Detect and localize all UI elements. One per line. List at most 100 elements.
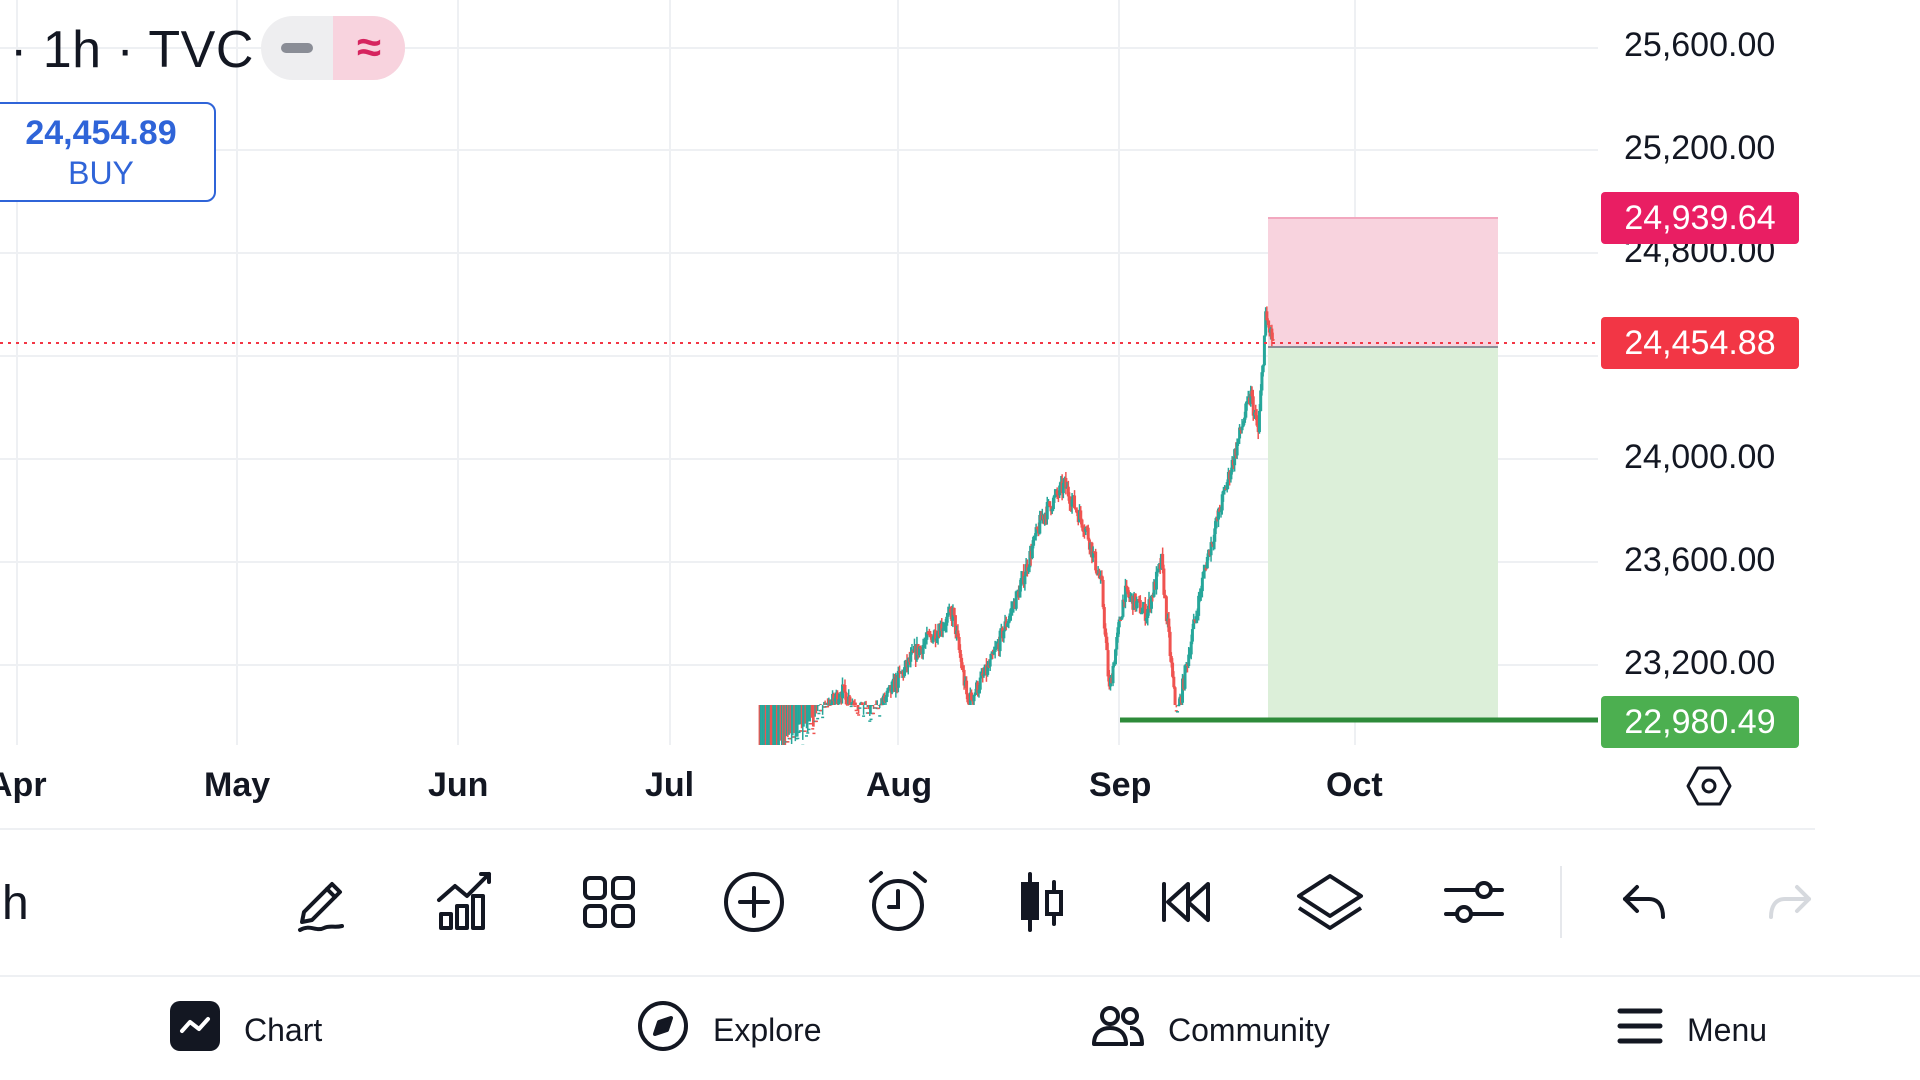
axis-settings-icon[interactable] <box>1686 765 1732 812</box>
chart-area[interactable] <box>0 0 1598 745</box>
chart-canvas[interactable] <box>0 0 1800 745</box>
candle-body <box>796 737 800 740</box>
candle-body <box>1128 597 1132 599</box>
candle-body <box>1204 567 1208 570</box>
candle-body <box>1200 577 1204 592</box>
plus-circle-icon[interactable] <box>714 862 794 942</box>
candle-body <box>867 712 871 714</box>
candle-series <box>758 306 1275 745</box>
candle-body <box>1115 637 1119 650</box>
candle-body <box>811 728 815 730</box>
nav-community[interactable]: Community <box>1092 1002 1330 1058</box>
candle-body <box>993 648 997 652</box>
candle-body <box>1190 629 1194 642</box>
replay-icon[interactable] <box>1146 862 1226 942</box>
candle-body <box>1133 593 1137 609</box>
current-price-tag[interactable]: 24,454.88 <box>1601 317 1799 369</box>
candle-body <box>917 647 921 656</box>
time-axis-label: May <box>204 766 271 804</box>
candle-body <box>1140 612 1144 615</box>
time-axis-label: Jul <box>645 766 695 804</box>
candle-body <box>948 608 952 613</box>
candle-body <box>1255 415 1259 426</box>
candle-body <box>1250 390 1254 397</box>
candle-body <box>946 612 950 617</box>
candle-body <box>1058 485 1062 496</box>
collapse-segment[interactable] <box>261 16 333 80</box>
candle-body <box>1214 518 1218 529</box>
pencil-icon[interactable] <box>282 862 362 942</box>
buy-button[interactable]: 24,454.89 BUY <box>0 102 216 202</box>
mode-toggle[interactable]: ≈ <box>261 16 405 80</box>
candle-body <box>1156 569 1160 572</box>
undo-icon[interactable] <box>1604 862 1684 942</box>
candle-body <box>1195 615 1199 618</box>
candle-body <box>1002 630 1006 639</box>
target-zone <box>1268 218 1498 347</box>
stop-price-tag[interactable]: 22,980.49 <box>1601 696 1799 748</box>
redo-icon[interactable] <box>1750 862 1830 942</box>
nav-chart[interactable]: Chart <box>170 1001 322 1058</box>
grid-icon[interactable] <box>569 862 649 942</box>
candle-body <box>1086 527 1090 540</box>
symbol-title[interactable]: · 1h · TVC <box>10 21 254 79</box>
candle-body <box>1032 536 1036 546</box>
target-price-tag[interactable]: 24,939.64 <box>1601 192 1799 244</box>
candle-body <box>1141 609 1145 613</box>
indicators-icon[interactable] <box>425 862 505 942</box>
candle-body <box>977 689 981 694</box>
candle-body <box>1197 595 1201 616</box>
candle-body <box>1171 662 1175 677</box>
nav-menu[interactable]: Menu <box>1617 1002 1767 1058</box>
candle-body <box>1181 678 1185 703</box>
compass-icon <box>637 1000 689 1060</box>
candle-body <box>848 696 852 705</box>
candle-body <box>876 707 880 710</box>
candle-body <box>800 730 804 732</box>
candle-body <box>806 732 810 734</box>
candle-body <box>890 681 894 693</box>
candle-body <box>1254 412 1258 416</box>
candle-body <box>1164 596 1168 622</box>
long-position-tool[interactable] <box>1268 217 1498 720</box>
candle-body <box>1116 627 1120 638</box>
candle-body <box>1106 650 1110 677</box>
nav-explore[interactable]: Explore <box>637 1000 822 1060</box>
candle-body <box>1230 460 1234 473</box>
sliders-icon[interactable] <box>1434 862 1514 942</box>
candle-body <box>1209 542 1213 556</box>
candle-body <box>832 693 836 702</box>
alarm-icon[interactable] <box>858 862 938 942</box>
candle-body <box>1233 449 1237 466</box>
candle-body <box>1203 567 1207 572</box>
layers-icon[interactable] <box>1290 862 1370 942</box>
candle-body <box>1038 514 1042 534</box>
candle-body <box>819 709 823 712</box>
candle-body <box>1014 591 1018 609</box>
candle-body <box>1137 599 1141 601</box>
candle-body <box>1162 568 1166 595</box>
approx-segment[interactable]: ≈ <box>333 16 405 80</box>
candle-body <box>1045 502 1049 520</box>
candle-body <box>857 714 861 716</box>
candle-body <box>1245 401 1249 404</box>
approx-icon: ≈ <box>356 23 382 72</box>
candle-body <box>1168 631 1172 657</box>
candles-icon[interactable] <box>1002 862 1082 942</box>
candle-body <box>1053 494 1057 498</box>
candle-body <box>1050 509 1054 512</box>
candle-body <box>952 607 956 616</box>
candle-body <box>958 649 962 658</box>
interval-fragment[interactable]: h <box>2 877 29 930</box>
candle-body <box>814 720 818 723</box>
candle-body <box>1249 390 1253 404</box>
candle-body <box>1034 527 1038 537</box>
candle-body <box>1101 579 1105 608</box>
candle-body <box>1149 595 1153 609</box>
candle-body <box>989 653 993 660</box>
candle-body <box>1055 490 1059 495</box>
candle-body <box>1189 641 1193 655</box>
candle-body <box>803 730 807 732</box>
candle-body <box>1240 426 1244 431</box>
price-axis-label: 25,200.00 <box>1624 129 1776 167</box>
